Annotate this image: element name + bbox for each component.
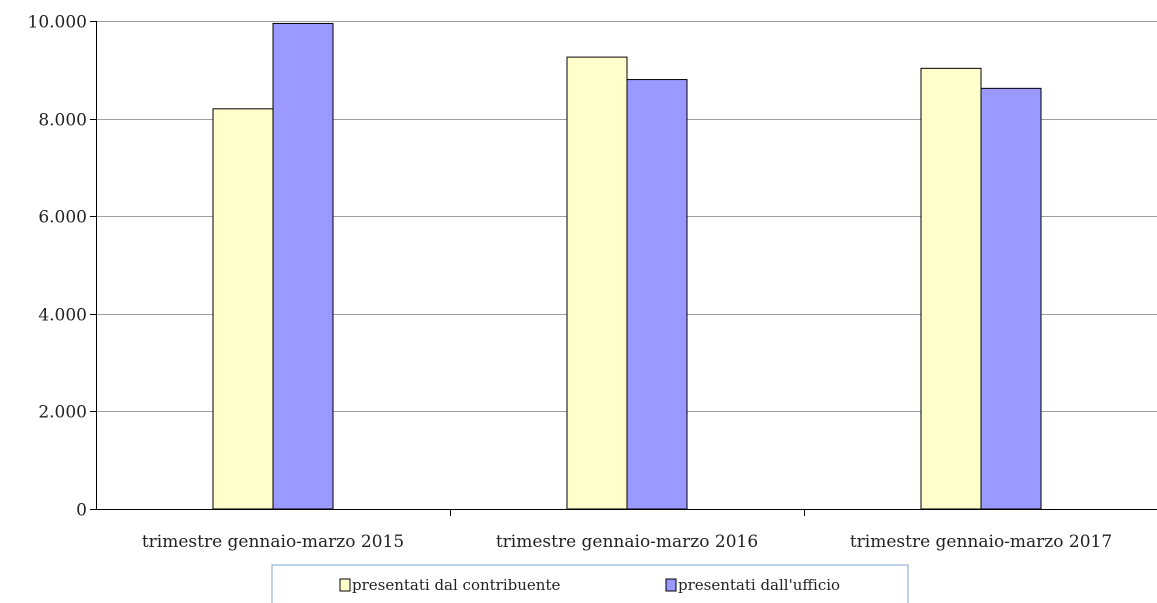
legend-label-ufficio: presentati dall'ufficio — [678, 576, 840, 594]
y-tick-label: 0 — [76, 501, 87, 521]
bars — [212, 22, 1042, 510]
legend: presentati dal contribuente presentati d… — [271, 564, 909, 603]
bar-contribuente — [212, 108, 274, 510]
bar-contribuente — [566, 56, 628, 510]
legend-swatch-ufficio — [665, 578, 677, 592]
y-tick-label: 8.000 — [38, 111, 87, 131]
legend-swatch-contribuente — [339, 578, 351, 592]
y-tick-label: 4.000 — [38, 306, 87, 326]
axes — [90, 21, 1157, 516]
bar-ufficio — [272, 22, 334, 510]
y-tick-labels: 0 2.000 4.000 6.000 8.000 10.000 — [28, 13, 87, 521]
bar-ufficio — [980, 87, 1042, 510]
x-tick-label: trimestre gennaio-marzo 2015 — [142, 532, 404, 552]
x-tick-label: trimestre gennaio-marzo 2017 — [850, 532, 1112, 552]
bar-contribuente — [920, 67, 982, 510]
y-tick-label: 10.000 — [28, 13, 87, 33]
y-tick-label: 2.000 — [38, 403, 87, 423]
x-tick-label: trimestre gennaio-marzo 2016 — [496, 532, 758, 552]
bar-ufficio — [626, 79, 688, 510]
legend-box — [271, 564, 909, 603]
legend-label-contribuente: presentati dal contribuente — [352, 576, 560, 594]
y-tick-label: 6.000 — [38, 208, 87, 228]
x-tick-labels: trimestre gennaio-marzo 2015 trimestre ge… — [142, 532, 1112, 552]
